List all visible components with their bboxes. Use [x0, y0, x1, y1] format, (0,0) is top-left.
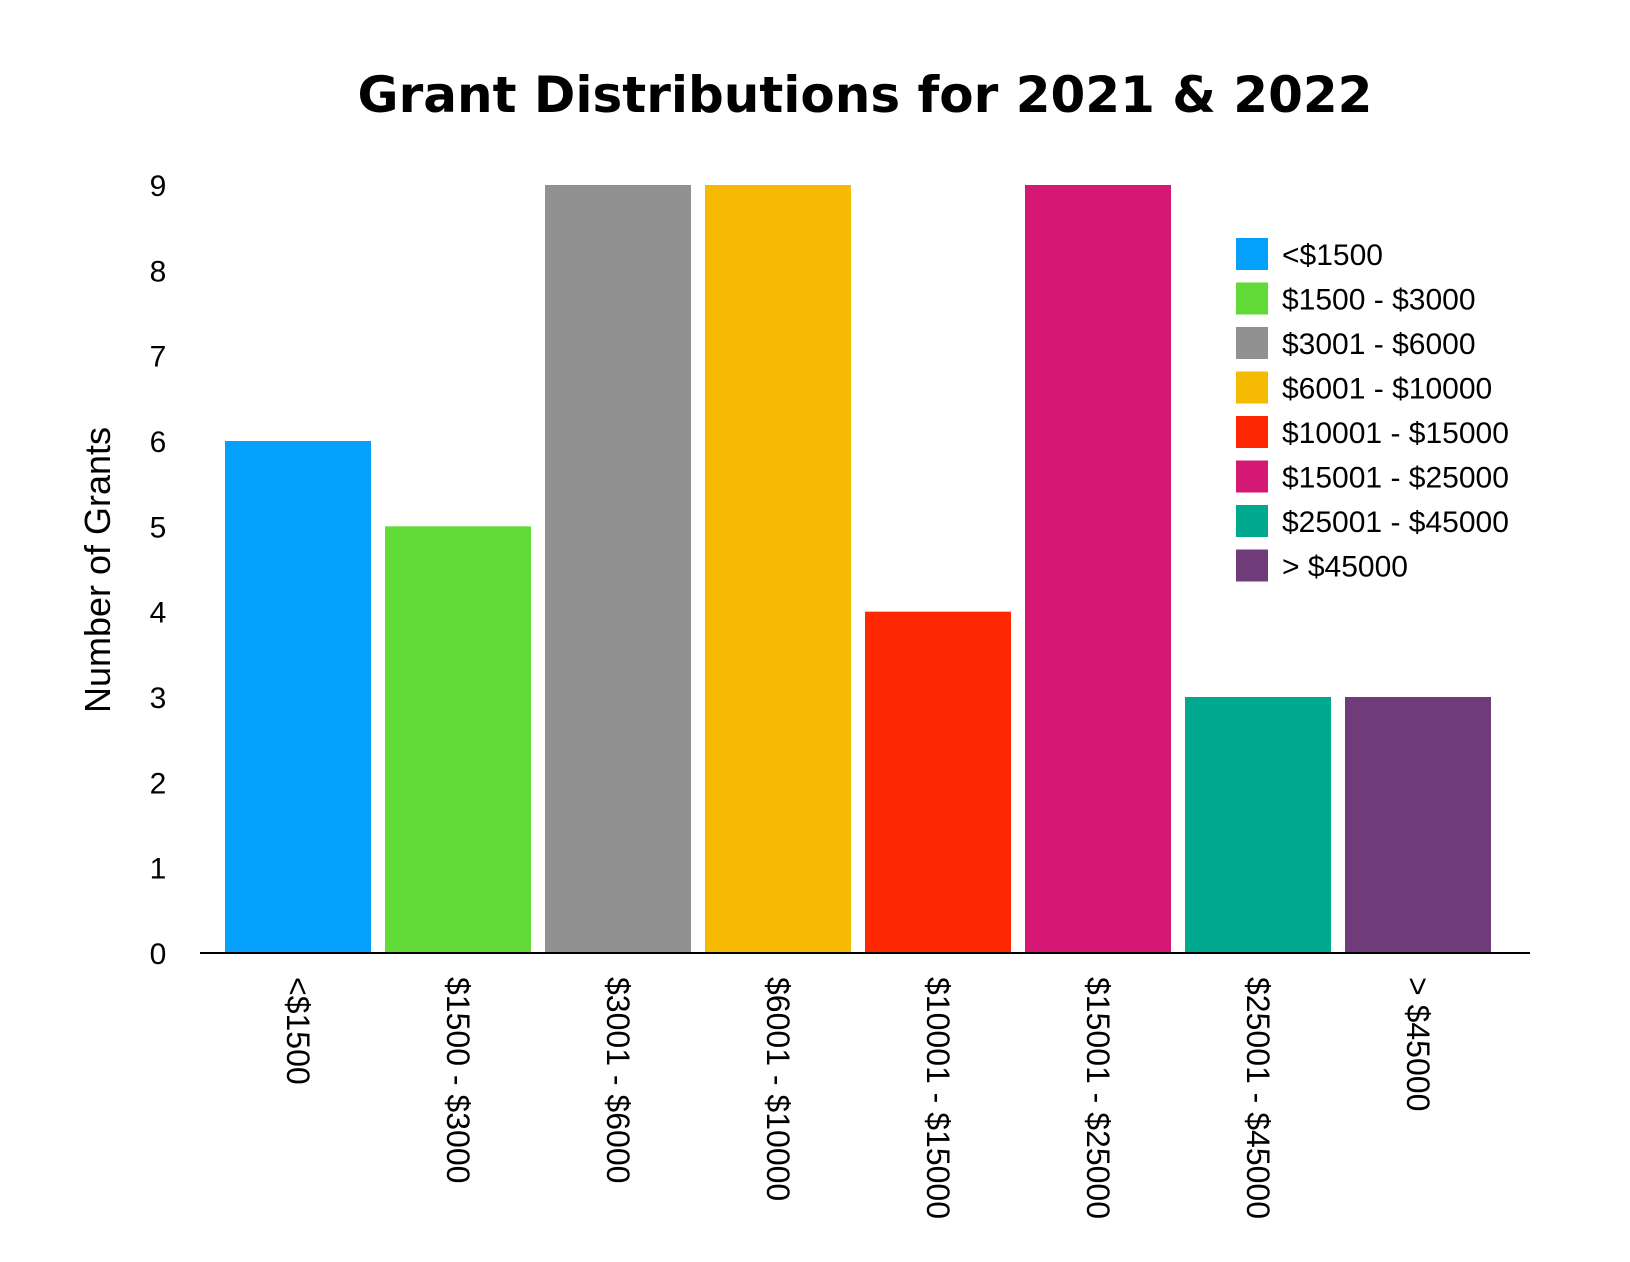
- legend-label: $6001 - $10000: [1282, 373, 1492, 406]
- legend-label: <$1500: [1282, 239, 1383, 272]
- legend-swatch: [1236, 549, 1268, 582]
- legend-swatch: [1236, 327, 1268, 359]
- x-category-label: $15001 - $25000: [1080, 977, 1116, 1219]
- legend: <$1500 $1500 - $3000 $3001 - $6000 $6001 - …: [1236, 238, 1509, 584]
- y-tick-label: 3: [150, 682, 167, 715]
- legend-label: $25001 - $45000: [1282, 506, 1509, 539]
- y-tick-label: 8: [150, 255, 167, 288]
- y-tick-label: 1: [150, 853, 167, 886]
- bar: [385, 526, 531, 953]
- legend-label: $1500 - $3000: [1282, 284, 1476, 317]
- y-tick-label: 2: [150, 767, 167, 800]
- legend-swatch: [1236, 282, 1268, 315]
- legend-swatch: [1236, 505, 1268, 537]
- legend-label: > $45000: [1282, 551, 1408, 584]
- bar: [705, 185, 851, 953]
- x-axis-category-labels: <$1500 $1500 - $3000 $3001 - $6000 $6001 - …: [280, 977, 1436, 1219]
- x-category-label: $25001 - $45000: [1240, 977, 1276, 1219]
- y-axis-label: Number of Grants: [77, 427, 118, 713]
- legend-label: $10001 - $15000: [1282, 417, 1509, 450]
- legend-label: $15001 - $25000: [1282, 462, 1509, 495]
- bar: [225, 441, 371, 953]
- bar: [1025, 185, 1171, 953]
- x-category-label: > $45000: [1400, 977, 1436, 1111]
- y-tick-label: 6: [150, 426, 167, 459]
- bar: [1185, 697, 1331, 953]
- y-axis-ticks: 0 1 2 3 4 5 6 7 8 9: [150, 170, 167, 971]
- bar: [865, 611, 1011, 953]
- y-tick-label: 9: [150, 170, 167, 203]
- x-category-label: <$1500: [280, 977, 316, 1085]
- legend-swatch: [1236, 416, 1268, 448]
- y-tick-label: 4: [150, 597, 167, 630]
- y-tick-label: 7: [150, 341, 167, 374]
- x-category-label: $10001 - $15000: [920, 977, 956, 1219]
- y-tick-label: 5: [150, 511, 167, 544]
- legend-swatch: [1236, 238, 1268, 270]
- chart-title: Grant Distributions for 2021 & 2022: [358, 66, 1373, 124]
- bars: [225, 185, 1491, 953]
- legend-swatch: [1236, 371, 1268, 404]
- bar: [1345, 697, 1491, 953]
- x-category-label: $6001 - $10000: [760, 977, 796, 1201]
- y-tick-label: 0: [150, 938, 167, 971]
- x-category-label: $1500 - $3000: [440, 977, 476, 1183]
- x-category-label: $3001 - $6000: [600, 977, 636, 1183]
- bar: [545, 185, 691, 953]
- legend-swatch: [1236, 460, 1268, 493]
- legend-label: $3001 - $6000: [1282, 328, 1476, 361]
